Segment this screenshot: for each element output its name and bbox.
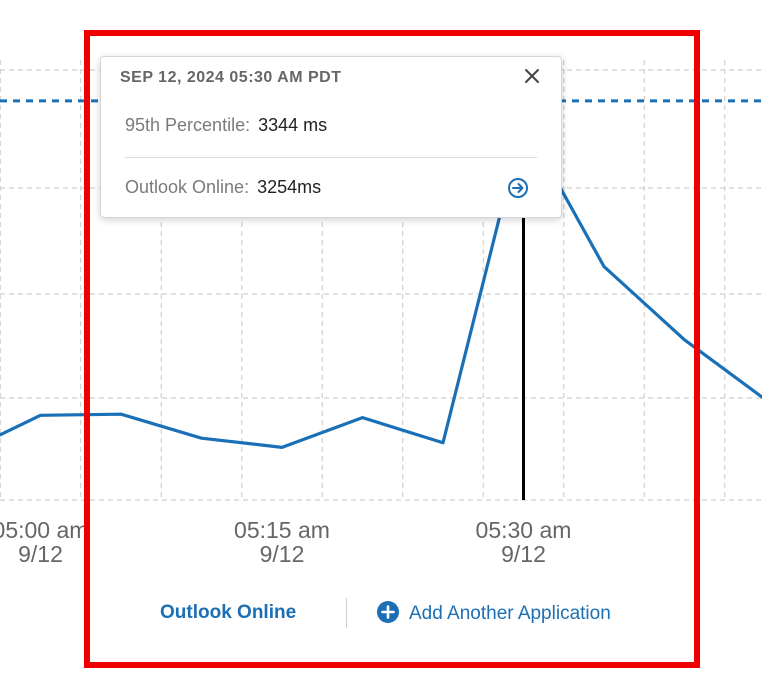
x-tick-time: 05:30 am: [476, 517, 572, 543]
data-tooltip: SEP 12, 2024 05:30 AM PDT 95th Percentil…: [100, 56, 562, 218]
x-tick-date: 9/12: [260, 541, 305, 567]
legend-divider: [346, 598, 347, 628]
close-icon[interactable]: [523, 67, 541, 85]
legend-series-outlook-online[interactable]: Outlook Online: [160, 602, 297, 623]
percentile-value: 3344 ms: [258, 115, 328, 135]
series-line-outlook-online: [0, 119, 762, 449]
tooltip-date: SEP 12, 2024 05:30 AM PDT: [120, 69, 342, 86]
x-tick-date: 9/12: [501, 541, 546, 567]
tooltip-percentile-row: 95th Percentile: 3344 ms: [125, 115, 327, 136]
add-application-label: Add Another Application: [409, 603, 611, 624]
tooltip-divider: [125, 157, 537, 158]
series-label: Outlook Online:: [125, 177, 250, 197]
series-lines: [0, 119, 762, 449]
percentile-label: 95th Percentile:: [125, 115, 251, 135]
arrow-right-circle-icon[interactable]: [507, 177, 529, 199]
plus-circle-icon: [377, 601, 399, 623]
series-value: 3254ms: [257, 177, 322, 197]
tooltip-series-row: Outlook Online: 3254ms: [125, 177, 321, 198]
chart-legend: Outlook Online Add Another Application: [0, 596, 762, 632]
x-tick-time: 05:15 am: [234, 517, 330, 543]
x-tick-date: 9/12: [18, 541, 63, 567]
x-tick-time: 05:00 am: [0, 517, 88, 543]
